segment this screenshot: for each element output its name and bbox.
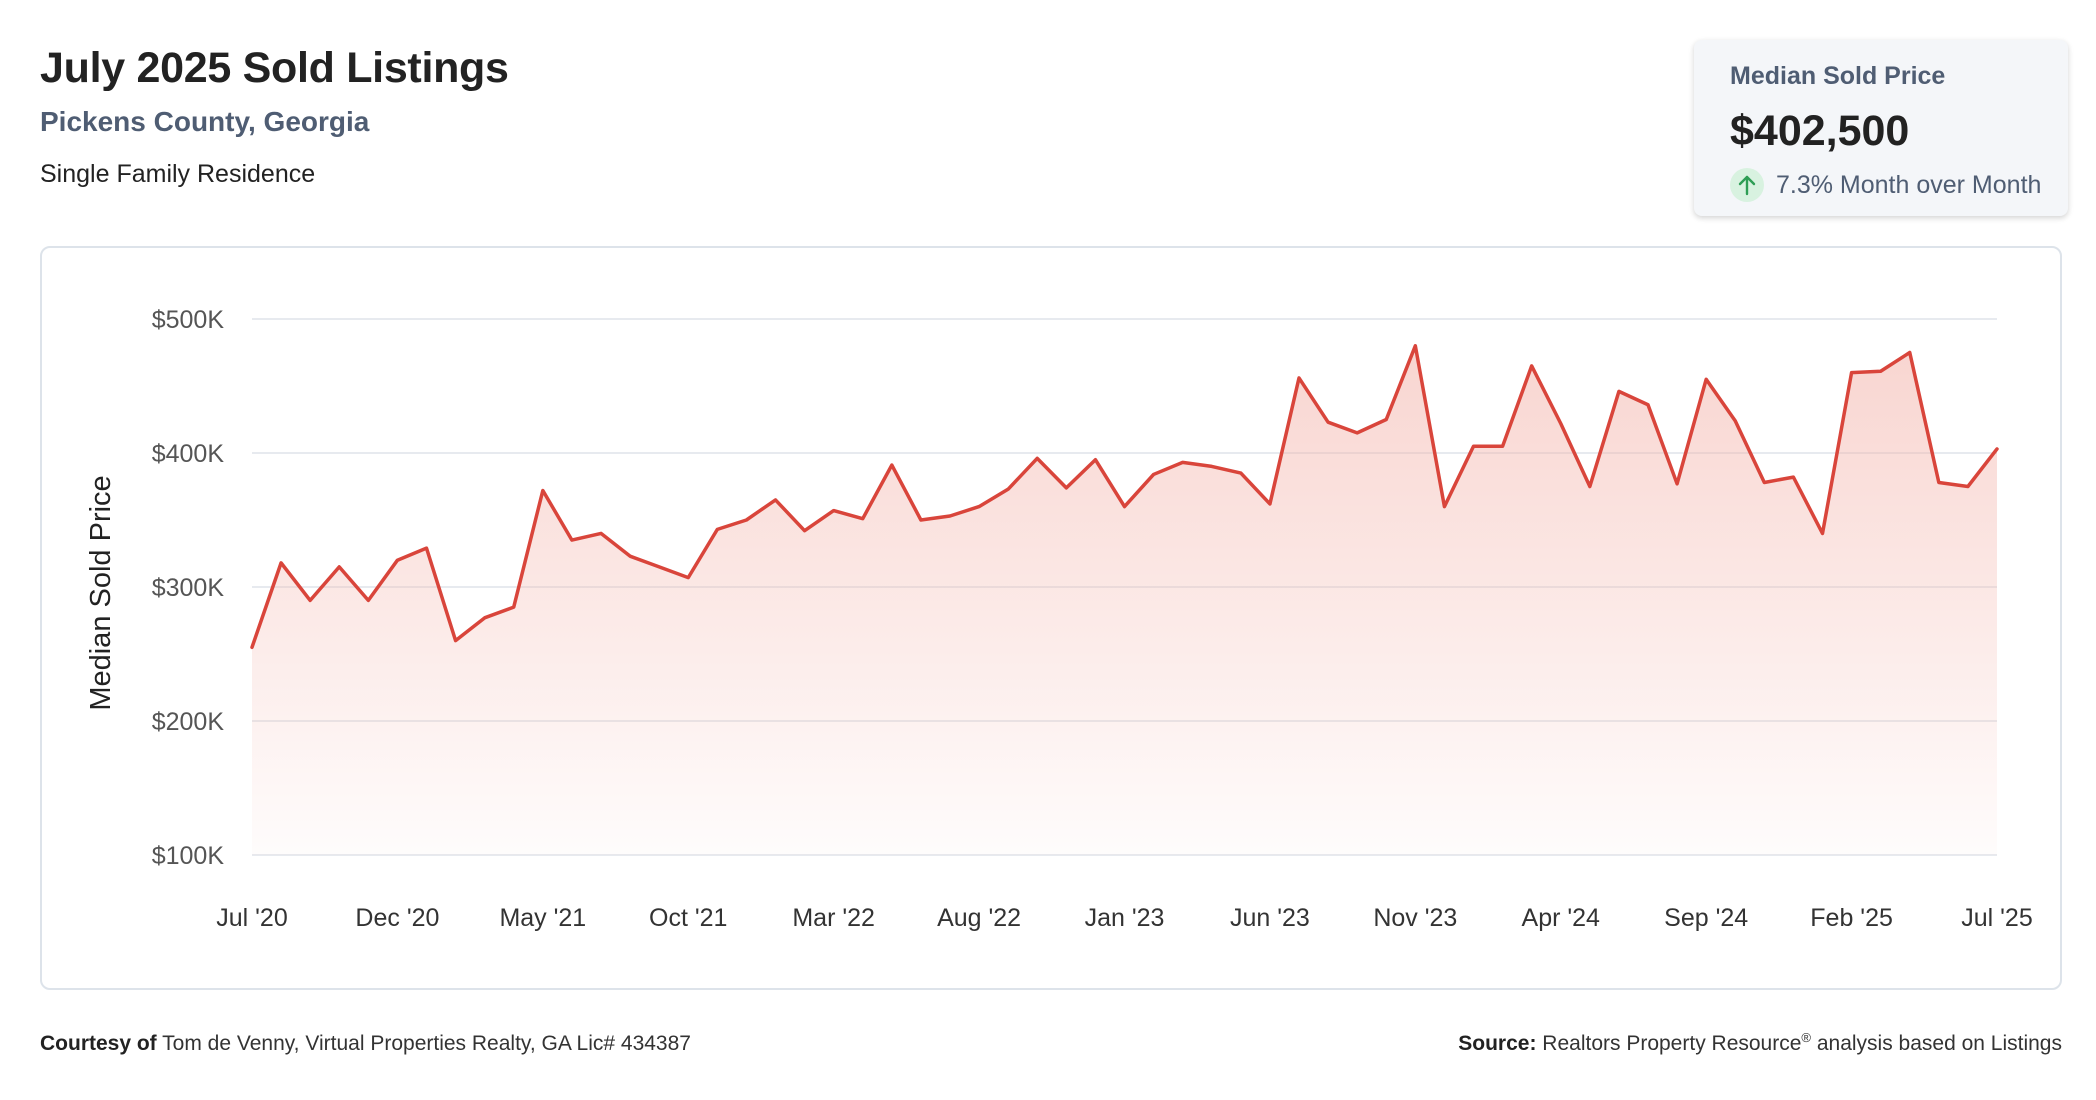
- location-subtitle: Pickens County, Georgia: [40, 106, 370, 137]
- y-tick-label: $200K: [152, 708, 225, 736]
- source-label: Source:: [1458, 1032, 1537, 1055]
- x-tick-label: Sep '24: [1664, 904, 1748, 932]
- y-tick-label: $500K: [152, 306, 225, 334]
- stat-change: 7.3% Month over Month: [1730, 168, 2068, 202]
- x-tick-label: Nov '23: [1373, 904, 1457, 932]
- page-title: July 2025 Sold Listings: [40, 44, 509, 92]
- courtesy-footer: Courtesy of Tom de Venny, Virtual Proper…: [40, 1032, 691, 1056]
- courtesy-label: Courtesy of: [40, 1032, 157, 1055]
- property-type-label: Single Family Residence: [40, 160, 316, 188]
- x-tick-label: Jun '23: [1230, 904, 1310, 932]
- x-tick-label: Oct '21: [649, 904, 727, 932]
- x-tick-label: Aug '22: [937, 904, 1021, 932]
- median-price-chart: $100K $200K $300K $400K $500K Jul '20 Dec '20…: [85, 306, 2033, 932]
- x-tick-label: May '21: [499, 904, 586, 932]
- y-tick-label: $400K: [152, 440, 225, 468]
- x-tick-label: Jul '25: [1961, 904, 2032, 932]
- x-tick-label: Mar '22: [792, 904, 875, 932]
- area-fill: [252, 345, 1997, 855]
- source-text-suffix: analysis based on Listings: [1811, 1032, 2062, 1055]
- median-price-card: Median Sold Price $402,500 7.3% Month ov…: [1694, 40, 2068, 216]
- y-axis-label: Median Sold Price: [85, 475, 117, 710]
- x-tick-label: Apr '24: [1522, 904, 1601, 932]
- registered-mark: ®: [1801, 1030, 1811, 1045]
- stat-value: $402,500: [1730, 107, 1910, 155]
- x-tick-label: Feb '25: [1810, 904, 1893, 932]
- arrow-up-icon: [1730, 168, 1764, 202]
- source-text: Realtors Property Resource: [1542, 1032, 1802, 1055]
- stat-label: Median Sold Price: [1730, 62, 1946, 90]
- price-line: [250, 344, 1999, 650]
- courtesy-text: Tom de Venny, Virtual Properties Realty,…: [162, 1032, 691, 1055]
- chart-panel: $100K $200K $300K $400K $500K Jul '20 Dec '20…: [40, 246, 2062, 990]
- y-tick-label: $300K: [152, 574, 225, 602]
- stat-change-text: 7.3% Month over Month: [1776, 170, 2042, 199]
- x-tick-label: Jul '20: [216, 904, 287, 932]
- source-footer: Source: Realtors Property Resource® anal…: [1458, 1030, 2062, 1056]
- x-tick-label: Dec '20: [355, 904, 439, 932]
- y-tick-label: $100K: [152, 842, 225, 870]
- x-tick-label: Jan '23: [1085, 904, 1165, 932]
